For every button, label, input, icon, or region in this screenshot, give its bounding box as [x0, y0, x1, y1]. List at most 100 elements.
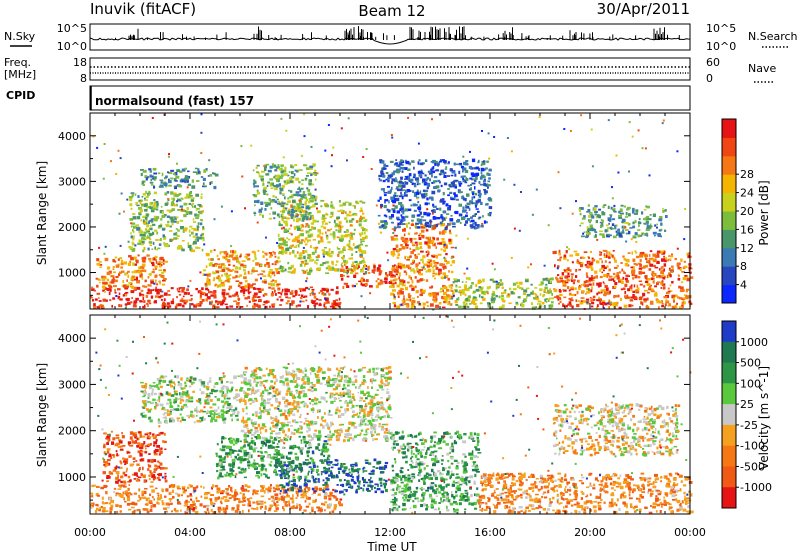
data-cell — [320, 199, 325, 202]
data-cell — [213, 277, 216, 281]
data-cell — [296, 227, 301, 231]
data-cell — [658, 218, 663, 222]
data-cell — [228, 485, 231, 488]
colorbar-cell — [722, 174, 736, 194]
data-cell — [646, 297, 649, 301]
data-cell — [619, 209, 623, 213]
data-cell — [668, 272, 671, 276]
data-cell — [433, 261, 436, 265]
data-cell — [91, 493, 94, 496]
data-cell — [324, 306, 327, 309]
data-cell — [296, 194, 301, 197]
data-cell — [341, 268, 345, 272]
data-cell — [360, 215, 362, 219]
data-cell — [174, 180, 178, 182]
data-cell — [423, 192, 428, 197]
data-cell — [195, 246, 199, 249]
data-cell — [300, 260, 305, 263]
data-cell — [317, 254, 320, 258]
data-cell — [193, 228, 197, 231]
data-cell — [422, 302, 426, 306]
data-cell — [311, 493, 314, 496]
data-cell — [417, 226, 421, 229]
data-cell — [231, 253, 235, 256]
data-cell — [265, 163, 270, 166]
data-cell — [125, 493, 128, 497]
data-cell — [292, 199, 296, 203]
data-cell — [384, 199, 389, 202]
data-cell — [280, 214, 283, 218]
data-cell — [101, 278, 105, 281]
sparse-echo — [282, 156, 285, 159]
data-cell — [326, 505, 331, 509]
data-cell — [142, 170, 147, 173]
data-cell — [281, 266, 283, 271]
data-cell — [300, 229, 304, 232]
data-cell — [303, 194, 307, 196]
data-cell — [676, 263, 680, 265]
data-cell — [136, 509, 141, 512]
data-cell — [516, 281, 519, 285]
data-cell — [450, 295, 454, 298]
data-cell — [146, 213, 149, 217]
data-cell — [491, 278, 494, 282]
data-cell — [289, 180, 293, 183]
data-cell — [432, 275, 435, 278]
data-cell — [305, 205, 310, 208]
data-cell — [263, 279, 267, 282]
data-cell — [417, 253, 420, 255]
data-cell — [294, 226, 296, 230]
data-cell — [387, 176, 390, 180]
sparse-echo — [486, 203, 489, 205]
data-cell — [193, 305, 197, 308]
data-cell — [275, 484, 279, 488]
data-cell — [193, 205, 196, 208]
data-cell — [247, 503, 251, 507]
data-cell — [392, 301, 396, 304]
data-cell — [219, 270, 222, 272]
data-cell — [585, 280, 588, 283]
data-cell — [287, 300, 290, 303]
data-cell — [415, 203, 418, 207]
data-cell — [609, 253, 612, 256]
data-cell — [270, 207, 273, 210]
data-cell — [462, 169, 464, 173]
data-cell — [182, 305, 185, 308]
data-cell — [335, 291, 338, 295]
sparse-echo — [92, 135, 95, 138]
data-cell — [429, 262, 433, 266]
sparse-echo — [487, 132, 490, 135]
data-cell — [591, 258, 596, 262]
data-cell — [552, 251, 556, 255]
data-cell — [429, 259, 432, 263]
data-cell — [423, 265, 425, 267]
data-cell — [95, 503, 99, 507]
data-cell — [145, 504, 149, 506]
data-cell — [217, 506, 222, 510]
data-cell — [367, 265, 370, 269]
data-cell — [461, 281, 464, 283]
data-cell — [259, 264, 263, 267]
sparse-echo — [203, 243, 206, 246]
data-cell — [194, 167, 198, 170]
data-cell — [142, 193, 146, 196]
data-cell — [595, 233, 597, 237]
data-cell — [170, 300, 175, 305]
data-cell — [115, 504, 119, 507]
data-cell — [224, 507, 229, 510]
data-cell — [462, 306, 465, 310]
sparse-echo — [684, 208, 687, 210]
data-cell — [616, 272, 620, 276]
data-cell — [213, 502, 216, 505]
data-cell — [256, 500, 258, 504]
data-cell — [246, 257, 251, 261]
sparse-echo — [481, 130, 483, 132]
data-cell — [316, 268, 319, 271]
data-cell — [324, 302, 328, 304]
data-cell — [468, 277, 471, 281]
data-cell — [425, 229, 429, 232]
data-cell — [191, 179, 194, 183]
data-cell — [264, 252, 267, 255]
data-cell — [400, 244, 403, 247]
